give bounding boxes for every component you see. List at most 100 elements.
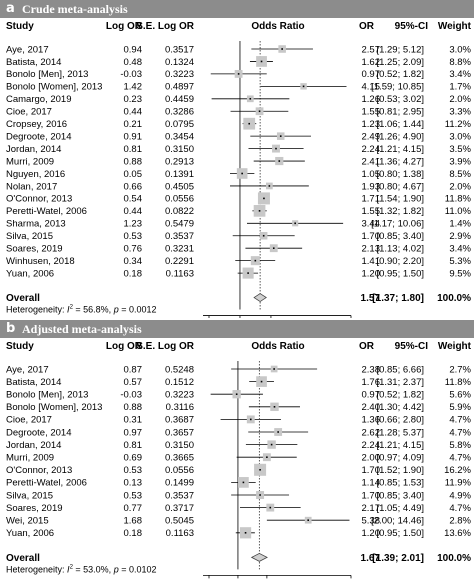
study-name: Silva, 2015 [6, 490, 53, 501]
weight-value: 2.7% [449, 364, 471, 375]
study-name: Yuan, 2006 [6, 268, 54, 279]
ci-value: [0.66; 2.80] [376, 415, 424, 426]
point-estimate [270, 443, 273, 446]
log-or-value: 0.54 [124, 194, 143, 205]
ci-value: [1.32; 1.82] [376, 206, 424, 217]
overall-label: Overall [6, 293, 40, 304]
weight-value: 11.8% [445, 194, 472, 205]
x-tick-label: 0.5 [202, 579, 215, 581]
ci-value: [0.85; 6.66] [376, 364, 424, 375]
ci-value: [1.13; 4.02] [376, 244, 424, 255]
se-log-or-value: 0.0556 [165, 465, 194, 476]
se-log-or-value: 0.3537 [165, 231, 194, 242]
study-name: Batista, 2014 [6, 377, 61, 388]
log-or-value: 0.18 [124, 528, 143, 539]
study-name: Aye, 2017 [6, 44, 49, 55]
log-or-value: 0.57 [124, 377, 143, 388]
ci-value: [1.26; 4.90] [376, 131, 424, 142]
weight-value: 2.8% [449, 516, 471, 527]
log-or-value: 0.21 [124, 119, 143, 130]
ci-value: [0.52; 1.82] [376, 390, 424, 401]
study-name: Yuan, 2006 [6, 528, 54, 539]
point-estimate [259, 469, 261, 471]
panel-a-letter: a [6, 1, 15, 16]
weight-value: 8.5% [449, 169, 471, 180]
log-or-value: 0.53 [124, 465, 143, 476]
ci-value: [0.80; 1.38] [376, 169, 424, 180]
study-name: Sharma, 2013 [6, 219, 66, 230]
ci-value: [0.85; 3.40] [376, 231, 424, 242]
study-name: Silva, 2015 [6, 231, 53, 242]
weight-value: 5.3% [449, 256, 471, 267]
se-log-or-value: 0.2913 [165, 156, 194, 167]
or-value: 3.44 [362, 219, 381, 230]
point-estimate [266, 456, 268, 458]
forest-plot-a: Study Log ORS.E. Log OR Odds Ratio OR 95%-CI… [6, 21, 472, 318]
weight-value: 5.8% [449, 440, 471, 451]
ci-value: [1.05; 4.49] [376, 503, 424, 514]
log-or-value: 0.05 [124, 169, 143, 180]
point-estimate [247, 272, 249, 274]
study-name: Cropsey, 2016 [6, 119, 67, 130]
log-or-value: 0.23 [124, 94, 143, 105]
log-or-value: 0.13 [124, 478, 143, 489]
ci-value: [0.90; 2.20] [376, 256, 424, 267]
point-estimate [278, 160, 281, 162]
ci-value: [0.95; 1.50] [376, 528, 424, 539]
se-log-or-value: 0.3231 [165, 244, 194, 255]
study-name: Nguyen, 2016 [6, 169, 65, 180]
study-name: Peretti-Watel, 2006 [6, 206, 87, 217]
se-log-or-value: 0.3537 [165, 490, 194, 501]
weight-value: 16.2% [444, 465, 471, 476]
study-name: Nolan, 2017 [6, 181, 57, 192]
weight-value: 2.9% [449, 231, 471, 242]
point-estimate [237, 73, 240, 75]
header-log-or: Log OR [106, 21, 143, 32]
panel-b-letter: b [6, 321, 16, 336]
log-or-value: 0.31 [124, 415, 143, 426]
header-weight: Weight [438, 341, 472, 352]
weight-value: 4.9% [449, 490, 471, 501]
or-value: 2.38 [362, 364, 381, 375]
weight-value: 3.9% [449, 156, 471, 167]
heterogeneity-text: Heterogeneity: I2 = 56.8%, p = 0.0012 [6, 305, 157, 315]
ci-value: [1.36; 4.27] [376, 156, 424, 167]
log-or-value: 0.94 [124, 44, 143, 55]
se-log-or-value: 0.2291 [165, 256, 194, 267]
ci-value: [1.25; 2.09] [376, 57, 424, 68]
log-or-value: -0.03 [120, 69, 142, 80]
or-value: 2.13 [362, 244, 381, 255]
log-or-value: 0.66 [124, 181, 143, 192]
header-odds-ratio: Odds Ratio [251, 21, 304, 32]
point-estimate [260, 380, 263, 383]
or-value: 4.15 [362, 82, 381, 93]
log-or-value: 0.44 [124, 107, 143, 118]
or-value: 1.70 [362, 465, 381, 476]
or-value: 1.23 [362, 119, 381, 130]
overall-or: 1.57 [361, 293, 381, 304]
ci-value: [0.95; 1.50] [376, 268, 424, 279]
se-log-or-value: 0.3150 [165, 440, 194, 451]
point-estimate [294, 222, 296, 225]
study-name: Murri, 2009 [6, 453, 54, 464]
point-estimate [268, 185, 271, 187]
se-log-or-value: 0.1163 [166, 268, 194, 279]
study-name: Murri, 2009 [6, 156, 54, 167]
panel-b: b Adjusted meta-analysis Study Log OR S.E.… [0, 320, 474, 581]
se-log-or-value: 0.3717 [165, 503, 194, 514]
overall-weight: 100.0% [437, 553, 471, 564]
log-or-value: 0.48 [124, 57, 143, 68]
point-estimate [307, 519, 309, 521]
se-log-or-value: 0.1391 [165, 169, 194, 180]
ci-value: [0.52; 1.82] [376, 69, 424, 80]
se-log-or-value: 0.3116 [166, 402, 194, 413]
header-se-log-or: S.E. Log OR [136, 341, 195, 352]
weight-value: 5.9% [449, 402, 471, 413]
weight-value: 3.3% [449, 107, 471, 118]
panel-b-banner: b Adjusted meta-analysis [0, 320, 474, 338]
overall-or: 1.67 [361, 553, 381, 564]
log-or-value: 1.68 [124, 516, 143, 527]
se-log-or-value: 0.5045 [165, 516, 194, 527]
log-or-value: 0.53 [124, 490, 143, 501]
or-value: 5.38 [362, 516, 381, 527]
